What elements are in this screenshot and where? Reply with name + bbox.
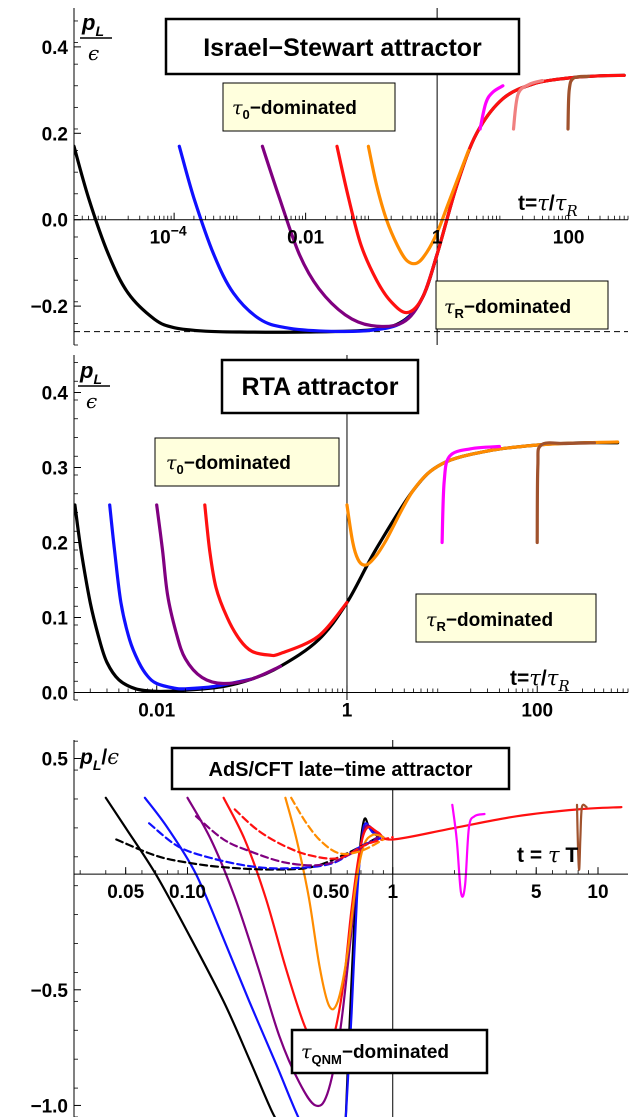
annotation-tau0: τ0−dominated [222, 82, 396, 132]
series-line-magenta [440, 444, 501, 545]
series-line-purple [155, 503, 283, 686]
annotation-tauQNM: τQNM−dominated [290, 1028, 489, 1075]
annotation-tauR: τR−dominated [435, 280, 609, 330]
x-axis-label: t=τ/τR [510, 666, 570, 695]
series-line-brown [535, 441, 597, 545]
x-tick-label: 5 [531, 882, 542, 903]
y-tick-label: 0.4 [42, 384, 69, 405]
y-label-p: pL [79, 358, 102, 387]
y-tick-label: 0.2 [42, 124, 68, 145]
series-line-black-dashed [115, 836, 380, 871]
y-tick-label: −0.5 [30, 981, 68, 1002]
y-axis-label: pL/ϵ [79, 745, 119, 773]
panel-adscft: −1.0 −0.5 0.5 0.05 0.10 0.50 1 5 10 pL/ϵ AdS/CFT… [30, 740, 628, 1117]
annotation-text: τ0−dominated [166, 452, 291, 477]
y-tick-label: 0.2 [42, 534, 68, 555]
series-line-brown [575, 803, 588, 871]
series-line-orange-dashed [290, 796, 385, 856]
annotation-text: τR−dominated [426, 609, 553, 634]
series-line-black [104, 796, 277, 1117]
series-line-salmon [511, 79, 545, 131]
chart-title: AdS/CFT late−time attractor [170, 746, 511, 791]
x-label-text: t = τ T [517, 843, 578, 867]
y-label-p: pL [81, 10, 104, 39]
chart-title: RTA attractor [220, 358, 420, 415]
x-axis-label: t=τ/τR [518, 191, 578, 220]
series-layer [74, 355, 620, 700]
series-line-red [203, 503, 349, 658]
y-tick-label: 0.5 [42, 750, 69, 771]
y-tick-label: 0.0 [42, 211, 68, 232]
x-tick-label: 0.01 [287, 228, 324, 249]
chart-title-text: AdS/CFT late−time attractor [209, 759, 473, 781]
series-line-magenta [451, 803, 486, 898]
x-tick-label: 10−4 [150, 223, 187, 249]
x-tick-label: 1 [432, 228, 443, 249]
x-label-text: t=τ/τR [510, 666, 570, 695]
series-line-purple-dashed [194, 815, 380, 867]
x-tick-label: 0.01 [138, 701, 175, 722]
y-label-text: pL/ϵ [79, 745, 119, 773]
x-tick-label: 1 [387, 882, 398, 903]
tick-layer: 0.0 0.1 0.2 0.3 0.4 0.01 1 100 [42, 355, 629, 722]
series-line-red [335, 73, 626, 315]
x-tick-label: 0.50 [312, 882, 349, 903]
y-tick-label: 0.4 [42, 38, 69, 59]
y-axis-label: pL ϵ [80, 10, 112, 65]
annotation-tauR: τR−dominated [415, 593, 597, 643]
series-line-red-dashed [233, 808, 394, 860]
chart-title: Israel−Stewart attractor [164, 17, 521, 76]
series-line-blue [143, 796, 300, 1117]
x-tick-label: 0.10 [169, 882, 206, 903]
series-layer [74, 8, 628, 345]
panel-rta: 0.0 0.1 0.2 0.3 0.4 0.01 1 100 pL ϵ RTA attract… [42, 355, 629, 722]
y-label-epsilon: ϵ [86, 389, 97, 413]
x-label-text: t=τ/τR [518, 191, 578, 220]
series-line-orange [366, 144, 471, 266]
y-label-epsilon: ϵ [88, 41, 99, 65]
series-line-orange [284, 796, 385, 1011]
panel-israel-stewart: −0.2 0.0 0.2 0.4 10−4 0.01 1 100 pL ϵ Israel−St… [30, 8, 629, 346]
annotation-tau0: τ0−dominated [154, 437, 340, 487]
y-tick-label: 0.1 [42, 609, 69, 630]
series-line-orange [345, 440, 620, 567]
x-tick-label: 10 [587, 882, 608, 903]
y-tick-label: 0.0 [42, 684, 68, 705]
annotation-text: τ0−dominated [232, 97, 357, 122]
tick-layer: −0.2 0.0 0.2 0.4 10−4 0.01 1 100 [30, 8, 629, 346]
x-tick-label: 100 [553, 228, 585, 249]
chart-title-text: RTA attractor [242, 373, 399, 401]
x-tick-label: 0.05 [107, 882, 144, 903]
series-line-brown [566, 74, 590, 131]
x-axis-label: t = τ T [517, 843, 578, 867]
chart-title-text: Israel−Stewart attractor [203, 34, 482, 62]
annotation-text: τQNM−dominated [301, 1041, 449, 1067]
y-axis-label: pL ϵ [78, 358, 110, 413]
series-line-blue-dashed [148, 822, 385, 870]
y-tick-label: 0.3 [42, 459, 68, 480]
y-tick-label: −0.2 [30, 297, 68, 318]
series-line-red [222, 796, 623, 1058]
x-tick-label: 100 [521, 701, 553, 722]
series-line-magenta [478, 84, 505, 131]
x-tick-label: 1 [342, 701, 353, 722]
series-line-blue [108, 503, 254, 691]
tick-layer: −1.0 −0.5 0.5 0.05 0.10 0.50 1 5 10 [30, 740, 628, 1117]
annotation-text: τR−dominated [444, 296, 571, 321]
series-layer [104, 740, 623, 1117]
y-tick-label: −1.0 [30, 1096, 68, 1117]
